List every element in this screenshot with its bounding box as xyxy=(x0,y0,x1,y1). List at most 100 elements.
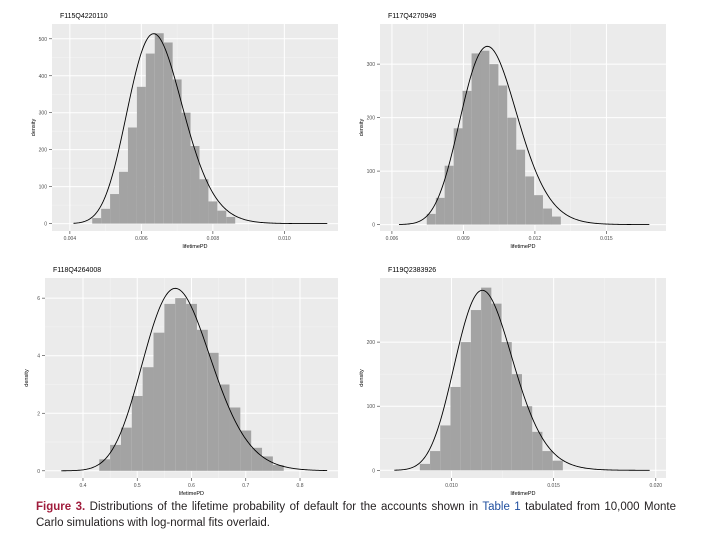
histogram-bar xyxy=(501,342,512,471)
histogram-bar xyxy=(142,367,154,471)
histogram-bar xyxy=(181,112,191,224)
y-tick-label: 300 xyxy=(39,111,48,117)
y-tick-label: 0 xyxy=(37,469,40,475)
y-tick-label: 2 xyxy=(37,411,40,417)
x-axis-label: lifetimePD xyxy=(179,491,204,497)
table-reference-link[interactable]: Table 1 xyxy=(482,501,521,513)
histogram-bar xyxy=(480,50,490,225)
histogram-bar xyxy=(430,451,441,471)
histogram-bar xyxy=(481,287,492,471)
chart-svg: 0 100 200 300 400 500 0.004 0.006 0.008 0.010 life… xyxy=(31,24,338,250)
chart-panel-3: F118Q4264008 0 2 4 6 0.4 0.5 0.6 0.7 0.8 lifetime… xyxy=(20,262,350,498)
y-tick-label: 200 xyxy=(39,148,48,154)
histogram-bar xyxy=(110,444,121,471)
histogram-bar xyxy=(511,374,522,471)
x-tick-label: 0.7 xyxy=(242,483,249,489)
x-tick-label: 0.5 xyxy=(134,483,141,489)
histogram-bar xyxy=(208,201,218,224)
chart-title: F119Q2383926 xyxy=(388,267,437,274)
histogram-bar xyxy=(543,208,553,225)
histogram-bar xyxy=(552,460,563,471)
histogram-bar xyxy=(453,128,463,225)
y-tick-label: 0 xyxy=(44,222,47,228)
x-tick-label: 0.010 xyxy=(445,483,458,489)
x-tick-label: 0.4 xyxy=(80,483,87,489)
chart-svg: 0 100 200 300 0.006 0.009 0.012 0.015 lifetimePD… xyxy=(359,24,666,250)
histogram-bar xyxy=(498,85,508,225)
histogram-bar xyxy=(217,210,227,224)
lognormal-fit-line xyxy=(394,289,650,471)
y-tick-label: 300 xyxy=(367,62,376,68)
histogram-bar xyxy=(460,342,471,471)
histogram-bar xyxy=(272,465,284,471)
histogram-bar xyxy=(507,117,517,225)
histogram-bar xyxy=(516,149,526,225)
lognormal-fit-line xyxy=(61,287,328,472)
histogram-bar xyxy=(419,463,431,471)
histogram-bar xyxy=(154,33,164,224)
histogram-bar xyxy=(532,431,543,471)
chart-panel-1: F115Q4220110 0 100 200 300 400 500 0.004 0.006 0… xyxy=(20,8,350,254)
x-tick-label: 0.015 xyxy=(547,483,560,489)
x-tick-label: 0.020 xyxy=(650,483,663,489)
chart-panel-2: F117Q4270949 0 100 200 300 0.006 0.009 0.012 0.… xyxy=(348,8,678,254)
histogram-bar xyxy=(471,53,481,225)
x-tick-label: 0.6 xyxy=(188,483,195,489)
x-axis-label: lifetimePD xyxy=(182,244,207,250)
histogram-bar xyxy=(207,352,219,471)
x-tick-label: 0.008 xyxy=(207,236,220,242)
y-tick-label: 400 xyxy=(39,74,48,80)
histogram-bar xyxy=(163,42,173,224)
histogram-bar xyxy=(153,332,165,471)
histogram-bar xyxy=(172,79,182,224)
histogram-bar xyxy=(435,197,445,225)
histogram-bar xyxy=(521,406,533,471)
y-axis-label: density xyxy=(359,119,365,137)
y-axis-label: density xyxy=(31,119,37,137)
y-tick-label: 100 xyxy=(367,404,376,410)
x-tick-label: 0.012 xyxy=(529,236,542,242)
histogram-bar xyxy=(470,310,482,471)
caption-text-1: Distributions of the lifetime probabilit… xyxy=(85,501,483,513)
histogram-bar xyxy=(196,329,208,471)
y-tick-label: 100 xyxy=(367,169,376,175)
histogram-bar xyxy=(127,127,137,224)
x-tick-label: 0.009 xyxy=(457,236,470,242)
histogram-bar xyxy=(136,86,146,224)
histogram-bar xyxy=(444,165,454,225)
y-tick-label: 200 xyxy=(367,116,376,122)
histogram-bar xyxy=(551,216,561,225)
histogram-bar xyxy=(462,90,472,225)
histogram-bar xyxy=(92,218,102,224)
histogram-bar xyxy=(110,194,120,224)
histogram-bar xyxy=(119,171,128,224)
y-tick-label: 4 xyxy=(37,354,40,360)
histogram-bar xyxy=(262,456,273,471)
figure-caption: Figure 3. Distributions of the lifetime … xyxy=(36,499,676,531)
caption-text-2: tabulated from 10,000 Monte Carlo simula… xyxy=(36,501,676,529)
histogram-bar xyxy=(525,176,535,225)
histogram-bar xyxy=(99,459,111,471)
histogram-bar xyxy=(175,298,187,471)
histogram-bar xyxy=(440,425,451,471)
x-tick-label: 0.015 xyxy=(600,236,613,242)
lognormal-fit-line xyxy=(73,33,328,225)
chart-title: F118Q4264008 xyxy=(53,267,102,274)
histogram-bar xyxy=(131,395,143,471)
y-tick-label: 100 xyxy=(39,185,48,191)
y-tick-label: 6 xyxy=(37,296,40,302)
chart-svg: 0 100 200 0.010 0.015 0.020 lifetimePD density xyxy=(359,278,666,497)
histogram-bar xyxy=(199,179,209,224)
y-tick-label: 0 xyxy=(372,223,375,229)
histogram-bar xyxy=(218,384,230,471)
y-tick-label: 200 xyxy=(367,340,376,346)
histogram-bar xyxy=(450,386,461,471)
histogram-bar xyxy=(145,53,155,224)
chart-title: F115Q4220110 xyxy=(60,13,108,20)
histogram-bar xyxy=(491,303,502,471)
y-axis-label: density xyxy=(359,369,365,387)
x-axis-label: lifetimePD xyxy=(510,244,535,250)
histogram-bar xyxy=(240,430,252,471)
histogram-bar xyxy=(534,195,543,225)
lognormal-fit-line xyxy=(399,45,650,226)
